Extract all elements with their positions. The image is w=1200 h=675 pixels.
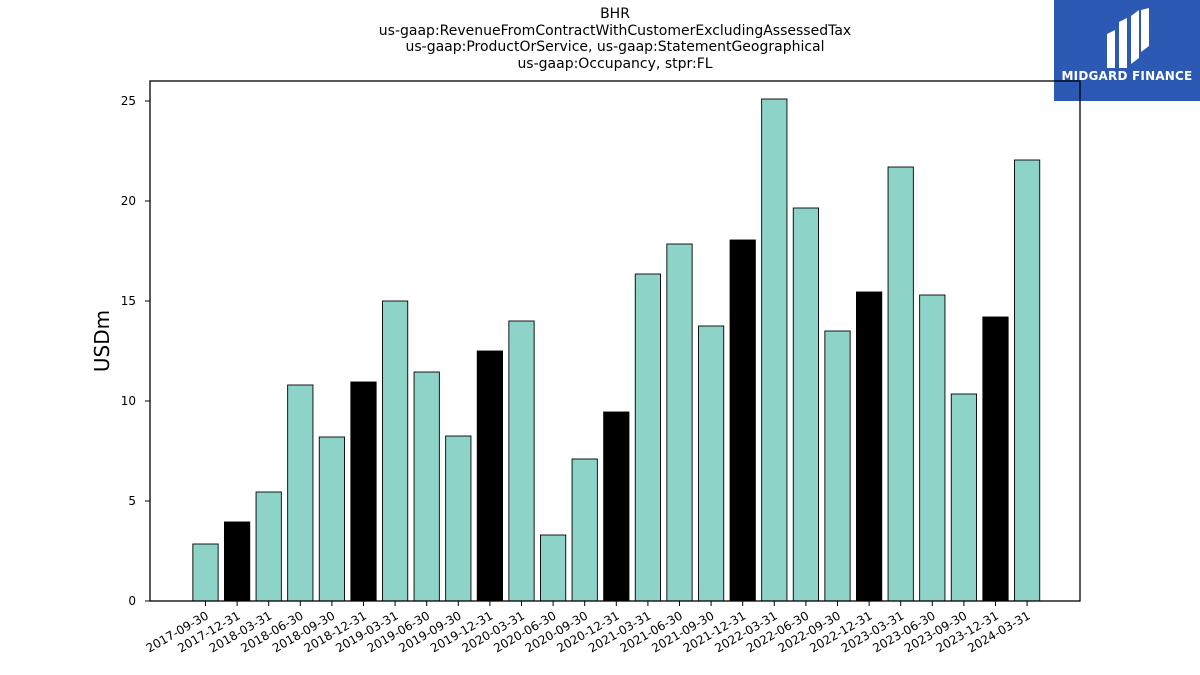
logo-mark-icon <box>1107 8 1149 68</box>
y-tick-label: 20 <box>121 194 136 208</box>
logo-text: MIDGARD FINANCE <box>1061 69 1193 83</box>
bar-2020-06-30 <box>540 534 567 602</box>
bar-2018-06-30 <box>287 384 314 602</box>
bar-2020-03-31 <box>508 320 535 602</box>
bar-2022-12-31 <box>856 291 883 602</box>
bar-2018-12-31 <box>350 381 377 602</box>
title-line-3: us-gaap:ProductOrService, us-gaap:Statem… <box>405 39 825 55</box>
bar-2023-03-31 <box>887 166 914 602</box>
bar-2019-03-31 <box>382 300 409 602</box>
bar-2022-03-31 <box>761 98 788 602</box>
bar-2019-12-31 <box>476 350 503 602</box>
bar-2021-03-31 <box>634 273 661 602</box>
y-tick-label: 15 <box>121 294 136 308</box>
y-tick-label: 5 <box>128 494 136 508</box>
bar-2023-06-30 <box>919 294 946 602</box>
y-axis: 0 5 10 15 20 25 <box>121 94 150 608</box>
bar-2021-06-30 <box>666 243 693 602</box>
bar-2018-09-30 <box>318 436 345 602</box>
y-axis-label: USDm <box>90 310 114 372</box>
bar-2024-03-31 <box>1014 159 1041 602</box>
title-line-1: BHR <box>600 6 630 22</box>
bar-2019-06-30 <box>413 371 440 602</box>
bar-2023-12-31 <box>982 316 1009 602</box>
y-tick-label: 0 <box>128 594 136 608</box>
bar-2019-09-30 <box>445 435 472 602</box>
title-line-4: us-gaap:Occupancy, stpr:FL <box>517 55 713 72</box>
midgard-finance-logo: MIDGARD FINANCE <box>1054 0 1200 101</box>
plot-area-frame <box>149 80 1081 602</box>
bar-2018-03-31 <box>255 491 282 602</box>
bar-2017-09-30 <box>192 543 219 602</box>
bar-2023-09-30 <box>950 393 977 602</box>
bar-2020-09-30 <box>571 458 598 602</box>
bars-group <box>192 98 1041 602</box>
title-line-2: us-gaap:RevenueFromContractWithCustomerE… <box>378 22 852 39</box>
y-tick-label: 10 <box>121 394 136 408</box>
x-axis: 2017-09-302017-12-312018-03-312018-06-30… <box>144 601 1033 655</box>
bar-2021-09-30 <box>698 325 725 602</box>
chart-title: BHR us-gaap:RevenueFromContractWithCusto… <box>150 6 1080 72</box>
bar-2022-09-30 <box>824 330 851 602</box>
bar-2021-12-31 <box>729 239 756 602</box>
bar-2022-06-30 <box>792 207 819 602</box>
bar-2017-12-31 <box>223 521 251 602</box>
bar-2020-12-31 <box>603 411 630 602</box>
y-tick-label: 25 <box>121 94 136 108</box>
